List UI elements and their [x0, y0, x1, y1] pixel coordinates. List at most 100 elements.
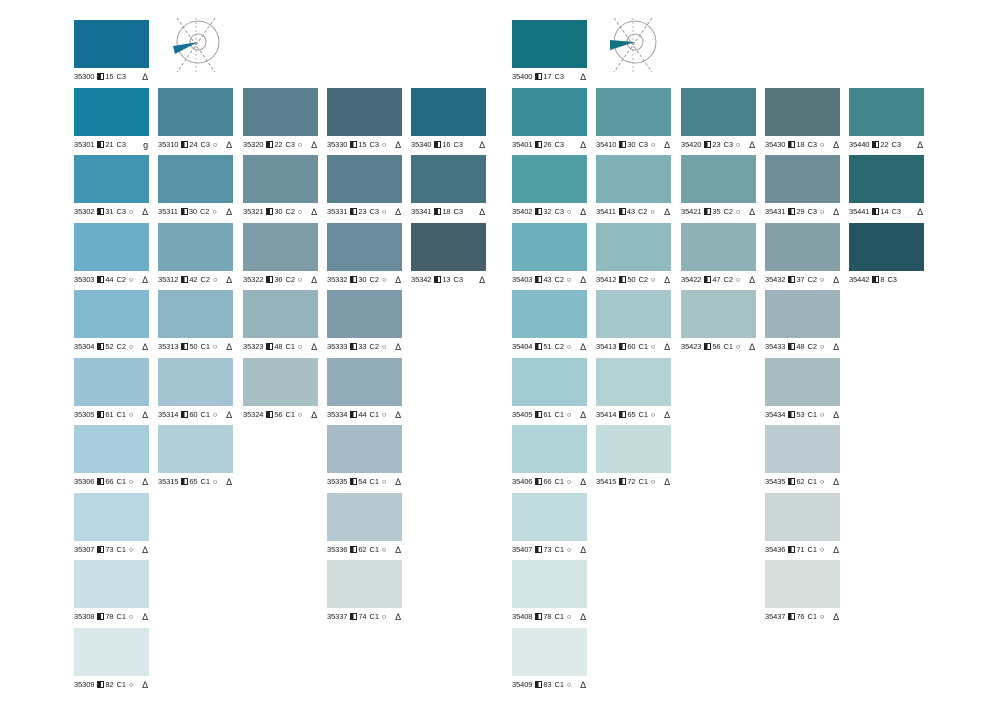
lrv-value: 74 [358, 612, 367, 621]
grade-value: C1 [807, 612, 817, 621]
color-chip: 35435 62 C1 ○ Δ [765, 425, 840, 491]
lrv-value: 60 [189, 409, 198, 419]
color-chip: 35441 14 C3 Δ [849, 155, 924, 221]
chip-label: 35432 37 C2 ○ Δ [765, 274, 840, 286]
delta-icon: Δ [833, 409, 839, 420]
color-chip: 35304 52 C2 ○ Δ [74, 290, 149, 356]
circle-icon: ○ [735, 342, 741, 351]
delta-icon: Δ [749, 274, 755, 285]
chip-label: 35310 24 C3 ○ Δ [158, 139, 233, 151]
circle-icon: ○ [566, 207, 572, 216]
grade-value: C2 [638, 274, 648, 284]
grade-value: C2 [285, 274, 295, 284]
delta-icon: Δ [833, 207, 839, 217]
chip-label: 35315 65 C1 ○ Δ [158, 476, 233, 488]
chip-label: 35413 60 C1 ○ Δ [596, 341, 671, 353]
delta-icon: Δ [580, 679, 586, 690]
color-chip: 35421 35 C2 ○ Δ [681, 155, 756, 221]
color-chip: 35321 30 C2 ○ Δ [243, 155, 318, 221]
color-chip: 35432 37 C2 ○ Δ [765, 222, 840, 289]
lrv-square-icon [788, 343, 796, 350]
color-code: 35441 [849, 207, 870, 216]
grade-value: C2 [199, 207, 210, 216]
grade-value: C1 [369, 477, 379, 486]
color-chip: 35333 33 C2 ○ Δ [327, 290, 402, 356]
lrv-square-icon [788, 613, 796, 620]
color-code: 35301 [74, 139, 95, 149]
color-code: 35334 [327, 409, 348, 419]
chip-label: 35434 53 C1 ○ Δ [765, 409, 840, 421]
lrv-square-icon [434, 275, 442, 283]
lrv-square-icon [434, 208, 442, 215]
delta-icon: Δ [311, 409, 317, 420]
grade-value: C1 [116, 409, 126, 419]
lrv-value: 30 [358, 274, 367, 284]
color-code: 35308 [74, 612, 95, 621]
delta-icon: Δ [580, 139, 586, 150]
delta-icon: Δ [580, 274, 586, 285]
circle-icon: ○ [212, 139, 218, 149]
color-code: 35436 [765, 544, 786, 554]
color-chip: 35312 42 C2 ○ Δ [158, 222, 233, 289]
grade-value: C3 [891, 207, 901, 216]
lrv-square-icon [704, 343, 712, 350]
chip-label: 35301 21 C3 g [74, 139, 149, 151]
delta-icon: Δ [749, 342, 755, 352]
circle-icon: ○ [212, 342, 218, 351]
lrv-value: 43 [626, 207, 635, 216]
color-code: 35341 [411, 207, 432, 216]
chip-label: 35337 74 C1 ○ Δ [327, 611, 402, 623]
color-code: 35431 [765, 207, 786, 216]
color-code: 35302 [74, 207, 95, 216]
color-swatch [74, 222, 149, 271]
lrv-square-icon [181, 140, 189, 148]
circle-icon: ○ [128, 477, 134, 486]
chip-label: 35306 66 C1 ○ Δ [74, 476, 149, 488]
lrv-square-icon [350, 343, 358, 350]
lrv-value: 21 [105, 139, 114, 149]
chip-label: 35414 65 C1 ○ Δ [596, 409, 671, 421]
color-code: 35423 [681, 342, 702, 351]
color-code: 35305 [74, 409, 95, 419]
color-chip: 35300 15 C3 Δ [74, 20, 149, 86]
lrv-square-icon [535, 275, 543, 283]
grade-value: C3 [453, 207, 463, 216]
color-swatch [512, 560, 587, 608]
color-chip: 35440 22 C3 Δ [849, 87, 924, 154]
color-code: 35306 [74, 477, 95, 486]
delta-icon: Δ [395, 612, 401, 622]
color-swatch [765, 425, 840, 473]
color-swatch [74, 155, 149, 203]
color-chip: 35413 60 C1 ○ Δ [596, 290, 671, 356]
color-code: 35437 [765, 612, 786, 621]
circle-icon: ○ [297, 342, 303, 351]
color-code: 35435 [765, 477, 786, 486]
grade-value: C3 [554, 139, 564, 149]
color-chip: 35342 13 C3 Δ [411, 222, 486, 289]
lrv-square-icon [350, 478, 358, 485]
color-swatch [849, 155, 924, 203]
lrv-square-icon [97, 410, 105, 418]
lrv-square-icon [350, 613, 358, 620]
color-chip: 35411 43 C2 ○ Δ [596, 155, 671, 221]
chip-label: 35422 47 C2 ○ Δ [681, 274, 756, 286]
chip-label: 35415 72 C1 ○ Δ [596, 476, 671, 488]
circle-icon: ○ [381, 409, 387, 419]
color-code: 35321 [243, 207, 264, 216]
delta-icon: Δ [226, 207, 232, 217]
color-chip: 35436 71 C1 ○ Δ [765, 492, 840, 559]
circle-icon: ○ [566, 409, 572, 419]
color-chip: 35311 30 C2 ○ Δ [158, 155, 233, 221]
delta-icon: Δ [142, 207, 148, 217]
circle-icon: ○ [297, 274, 303, 284]
delta-icon: Δ [479, 207, 485, 217]
color-swatch [512, 492, 587, 541]
chip-label: 35341 18 C3 Δ [411, 206, 486, 218]
color-swatch [158, 290, 233, 338]
delta-icon: Δ [226, 409, 232, 420]
chip-label: 35334 44 C1 ○ Δ [327, 409, 402, 421]
lrv-value: 73 [105, 544, 114, 554]
grade-value: C2 [369, 274, 379, 284]
color-swatch [243, 87, 318, 136]
lrv-value: 83 [543, 679, 552, 689]
